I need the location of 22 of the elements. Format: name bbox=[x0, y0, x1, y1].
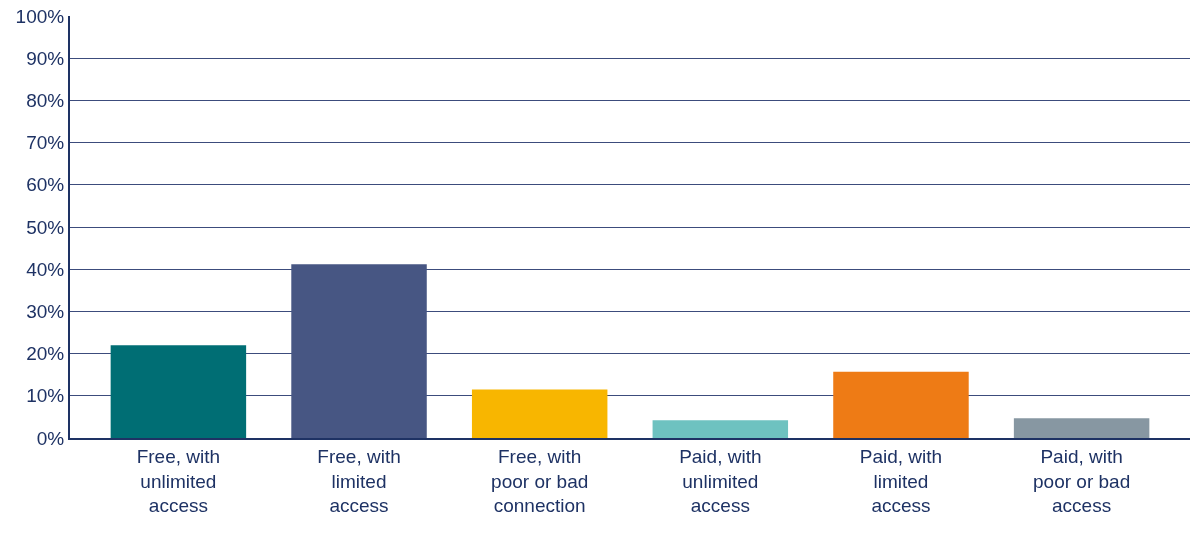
bar bbox=[110, 345, 247, 438]
x-tick-label: Free, with limited access bbox=[317, 445, 401, 517]
y-tick-label: 30% bbox=[26, 301, 65, 323]
y-tick-label: 70% bbox=[26, 132, 65, 154]
y-tick-label: 50% bbox=[26, 216, 65, 238]
x-tick-label: Free, with unlimited access bbox=[136, 445, 221, 517]
y-tick-label: 10% bbox=[26, 385, 65, 407]
y-tick-label: 20% bbox=[26, 343, 65, 365]
x-tick-label: Paid, with poor or bad access bbox=[1033, 445, 1131, 517]
x-tick-label: Paid, with limited access bbox=[859, 445, 943, 517]
bar bbox=[652, 420, 789, 438]
y-tick-label: 90% bbox=[26, 47, 65, 69]
x-tick-label: Free, with poor or bad connection bbox=[491, 445, 589, 517]
y-tick-label: 100% bbox=[15, 5, 65, 27]
bar bbox=[471, 389, 608, 438]
y-tick-label: 40% bbox=[26, 258, 65, 280]
bar bbox=[1013, 418, 1150, 438]
bar bbox=[833, 371, 969, 438]
y-tick-label: 0% bbox=[36, 427, 65, 449]
y-tick-label: 80% bbox=[26, 90, 65, 112]
x-tick-label: Paid, with unlimited access bbox=[679, 445, 762, 517]
y-tick-label: 60% bbox=[26, 174, 65, 196]
